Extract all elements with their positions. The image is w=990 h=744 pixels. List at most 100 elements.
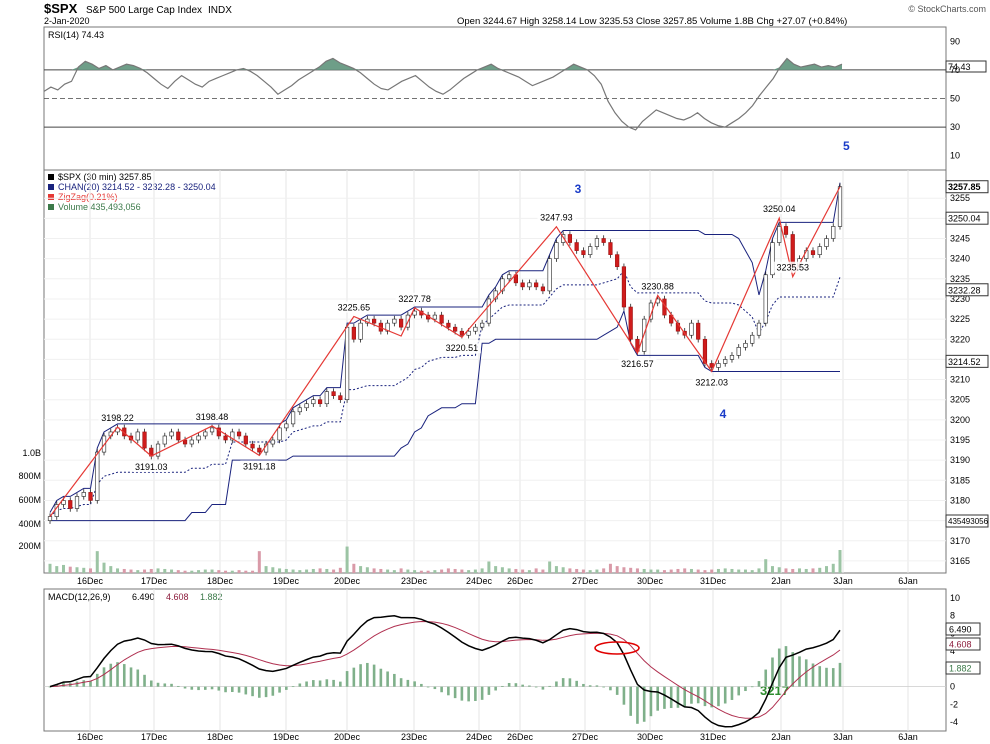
candle-body — [601, 238, 606, 243]
macd-histogram-bar — [372, 664, 376, 687]
macd-tag: 4.608 — [949, 640, 972, 650]
macd-legend: MACD(12,26,9) 6.490 4.608 1.882 — [48, 592, 223, 602]
volume-bar — [183, 570, 187, 573]
volume-bar — [257, 551, 261, 573]
price-y-label: 3230 — [950, 294, 970, 304]
candle-body — [270, 439, 275, 445]
candle-body — [47, 516, 53, 521]
macd-legend-item: 4.608 — [166, 592, 189, 602]
volume-bar — [548, 561, 552, 573]
macd-tag: 6.490 — [949, 625, 972, 635]
candle-body — [621, 266, 627, 308]
volume-bar — [723, 568, 727, 573]
price-x-label: 30Dec — [637, 576, 664, 586]
exchange-label: INDX — [208, 5, 232, 16]
volume-bar — [48, 563, 52, 573]
macd-histogram-bar — [447, 686, 450, 696]
volume-bar — [662, 570, 666, 573]
candle-body — [723, 359, 728, 364]
price-tag: 3257.85 — [948, 182, 981, 192]
price-y-label: 3205 — [950, 395, 970, 405]
macd-histogram-bar — [183, 686, 187, 689]
volume-tag: 435493056 — [948, 517, 989, 526]
zigzag-label-bg — [537, 211, 576, 223]
candle-body — [257, 447, 262, 453]
candle-body — [561, 234, 566, 243]
macd-histogram-bar — [251, 686, 254, 697]
rsi-last-tag: 74.43 — [948, 62, 971, 72]
volume-bar — [264, 566, 268, 573]
macd-histogram-bar — [494, 686, 497, 691]
macd-histogram-bar — [285, 686, 288, 690]
candle-body — [783, 226, 789, 235]
candle-body — [297, 407, 302, 413]
candle-body — [324, 391, 329, 405]
volume-bar — [804, 568, 808, 573]
volume-bar — [460, 569, 464, 573]
macd-legend-item: MACD(12,26,9) — [48, 592, 111, 602]
volume-bar — [318, 568, 322, 573]
volume-bar — [271, 567, 275, 573]
macd-histogram-bar — [737, 686, 741, 696]
candle-body — [351, 326, 356, 340]
macd-annotation: 3217 — [760, 683, 789, 698]
macd-y-label: 0 — [950, 682, 955, 692]
price-x-label: 20Dec — [334, 576, 361, 586]
ohlc-summary: Open 3244.67 High 3258.14 Low 3235.53 Cl… — [457, 16, 847, 27]
volume-bar — [615, 566, 619, 573]
candle-body — [74, 496, 80, 509]
candle-body — [534, 282, 539, 288]
macd-histogram-bar — [406, 679, 410, 687]
candle-body — [372, 318, 377, 324]
macd-histogram-bar — [122, 664, 126, 687]
macd-histogram-bar — [102, 667, 106, 687]
macd-histogram-bar — [750, 686, 754, 688]
candle-body — [304, 403, 309, 409]
volume-bar — [527, 570, 531, 573]
macd-histogram-bar — [831, 668, 835, 687]
price-x-label: 6Jan — [898, 576, 918, 586]
macd-x-label: 26Dec — [507, 732, 534, 742]
volume-bar — [197, 570, 201, 573]
candle-body — [385, 322, 390, 332]
macd-histogram-bar — [48, 686, 52, 688]
candle-body — [331, 391, 336, 396]
volume-bar — [298, 570, 302, 573]
macd-histogram-bar — [555, 681, 558, 687]
macd-histogram-bar — [636, 686, 639, 724]
macd-histogram-bar — [663, 686, 666, 709]
macd-histogram-bar — [561, 678, 565, 687]
volume-bar — [203, 569, 207, 573]
price-x-label: 31Dec — [700, 576, 727, 586]
macd-x-label: 20Dec — [334, 732, 361, 742]
volume-bar — [575, 568, 579, 573]
candle-body — [439, 314, 444, 324]
volume-bar — [818, 567, 822, 573]
volume-bar — [129, 569, 133, 573]
chart-header: $SPX S&P 500 Large Cap Index INDX 2-Jan-… — [44, 1, 986, 27]
price-y-label: 3170 — [950, 536, 970, 546]
volume-bar — [521, 569, 525, 573]
price-legend-item: ZigZag(0.21%) — [58, 192, 118, 202]
volume-bar — [656, 569, 660, 573]
price-x-label: 23Dec — [401, 576, 428, 586]
zigzag-label: 3250.04 — [763, 204, 796, 214]
channel-lower — [50, 309, 840, 522]
macd-histogram-bar — [325, 679, 329, 687]
macd-y-label: 4 — [950, 646, 955, 656]
volume-bar — [750, 570, 754, 573]
macd-histogram-bar — [696, 686, 700, 704]
volume-bar — [170, 569, 174, 573]
volume-bar — [156, 568, 160, 573]
macd-y-label: 8 — [950, 611, 955, 621]
index-name: S&P 500 Large Cap Index — [86, 5, 202, 16]
price-y-label: 3165 — [950, 556, 970, 566]
candle-body — [628, 306, 633, 340]
candle-body — [473, 326, 478, 332]
volume-bar — [689, 568, 693, 573]
macd-histogram-bar — [163, 683, 167, 687]
volume-bar — [446, 568, 450, 573]
volume-axis-label: 800M — [18, 471, 41, 481]
macd-histogram-bar — [588, 685, 592, 687]
macd-tag-box — [945, 622, 981, 636]
